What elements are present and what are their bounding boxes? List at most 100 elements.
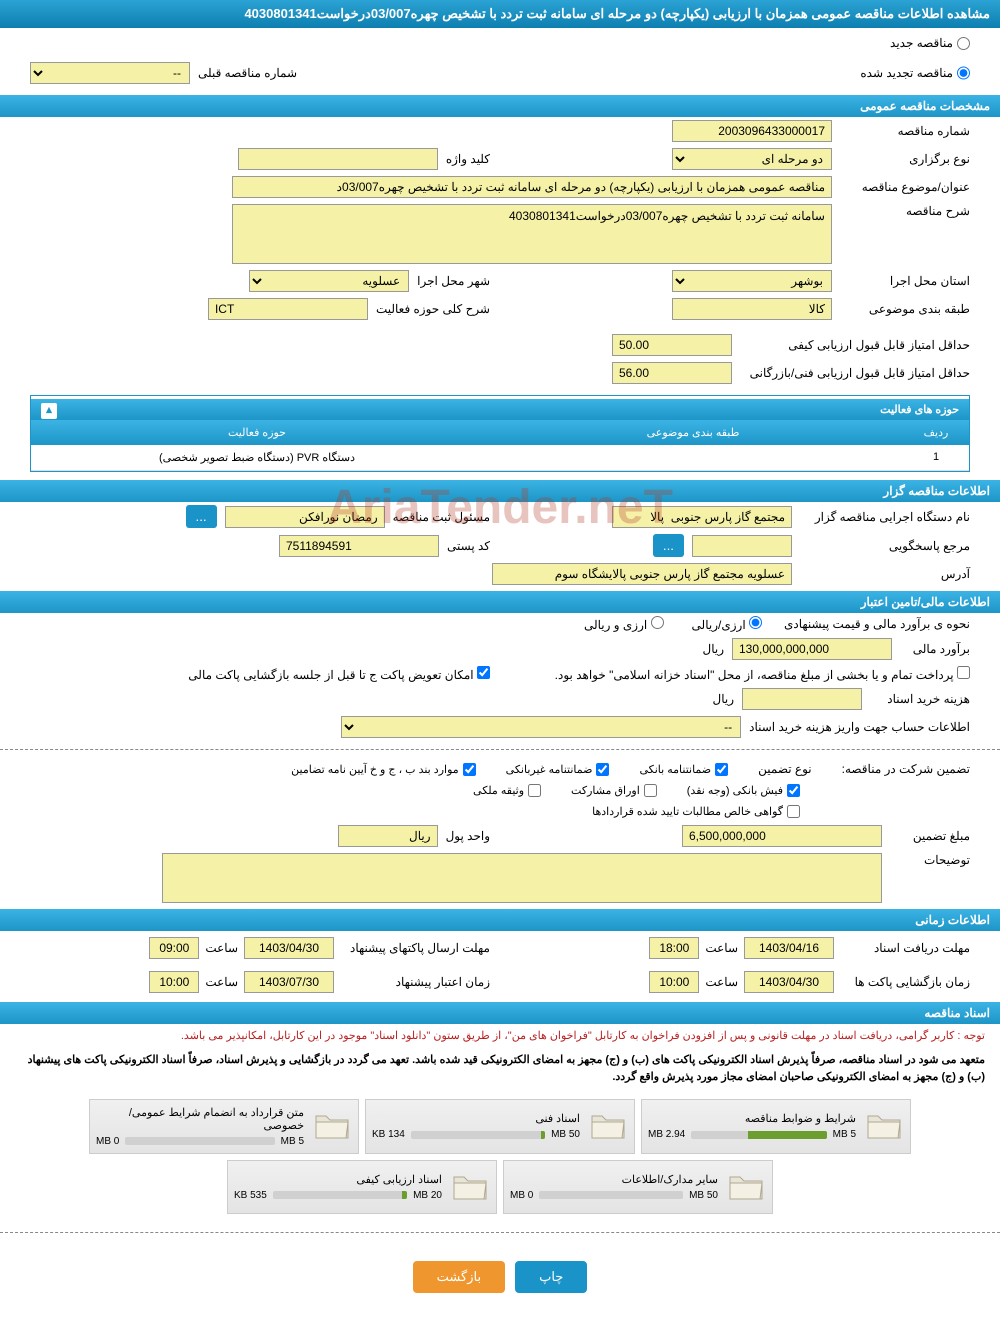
province-label: استان محل اجرا [840,274,970,288]
bid-deadline-date[interactable]: 1403/04/30 [244,937,334,959]
packet-swap-checkbox[interactable] [477,666,490,679]
document-card[interactable]: متن قرارداد به انضمام شرایط عمومی/خصوصی5… [89,1099,359,1154]
bank-receipt-checkbox[interactable] [787,784,800,797]
province-select[interactable]: بوشهر [672,270,832,292]
min-quality-label: حداقل امتیاز قابل قبول ارزیابی کیفی [740,338,970,352]
doc-max: 5 MB [833,1129,856,1140]
property-checkbox[interactable] [528,784,541,797]
bonds-checkbox[interactable] [644,784,657,797]
description-label: شرح مناقصه [840,204,970,218]
description-textarea[interactable]: سامانه ثبت تردد با تشخیص چهره03/007درخوا… [232,204,832,264]
currency-mix-radio[interactable]: ارزی و ریالی [584,616,664,632]
currency-rial-radio[interactable]: ارزی/ریالی [692,616,762,632]
exec-org-input[interactable] [612,506,792,528]
bid-deadline-label: مهلت ارسال پاکتهای پیشنهاد [340,941,490,955]
keyword-input[interactable] [238,148,438,170]
responder-input[interactable] [692,535,792,557]
approved-claims-check[interactable]: گواهی خالص مطالبات تایید شده قراردادها [592,805,800,818]
rial-label: ریال [702,642,724,656]
regulations-checkbox[interactable] [463,763,476,776]
radio-renewed-tender[interactable]: مناقصه تجدید شده [860,66,970,80]
payment-note-check[interactable]: پرداخت تمام و یا بخشی از مبلغ مناقصه، از… [555,666,970,682]
payment-note-checkbox[interactable] [957,666,970,679]
validity-date[interactable]: 1403/07/30 [244,971,334,993]
responder-more-button[interactable]: ... [653,534,684,557]
opening-time[interactable]: 10:00 [649,971,699,993]
page-title: مشاهده اطلاعات مناقصه عمومی همزمان با ار… [0,0,1000,28]
opening-label: زمان بازگشایی پاکت ها [840,975,970,989]
rial-label-2: ریال [712,692,734,706]
bank-guarantee-check[interactable]: ضمانتنامه بانکی [639,762,728,776]
document-card[interactable]: سایر مدارک/اطلاعات50 MB0 MB [503,1160,773,1214]
time-label-2: ساعت [205,941,238,955]
document-card[interactable]: اسناد فنی50 MB134 KB [365,1099,635,1154]
address-label: آدرس [800,567,970,581]
bonds-label: اوراق مشارکت [571,784,640,797]
radio-new-tender[interactable]: مناقصه جدید [890,36,970,50]
packet-swap-check[interactable]: امکان تعویض پاکت ج تا قبل از جلسه بازگشا… [188,666,490,682]
more-button[interactable]: ... [186,505,217,528]
radio-new-input[interactable] [957,37,970,50]
currency-mix-input[interactable] [651,616,664,629]
guarantee-amount-input[interactable] [682,825,882,847]
property-check[interactable]: وثیقه ملکی [473,784,541,797]
progress-bar [273,1191,407,1199]
nonbank-guarantee-check[interactable]: ضمانتنامه غیربانکی [506,762,610,776]
progress-bar [411,1131,545,1139]
activity-desc-input[interactable] [208,298,368,320]
nonbank-guarantee-label: ضمانتنامه غیربانکی [506,763,593,776]
opening-date[interactable]: 1403/04/30 [744,971,834,993]
bank-receipt-check[interactable]: فیش بانکی (وجه نقد) [687,784,800,797]
postal-input[interactable] [279,535,439,557]
documents-grid: شرایط و ضوابط مناقصه5 MB2.94 MBاسناد فنی… [0,1089,1000,1224]
document-card[interactable]: اسناد ارزیابی کیفی20 MB535 KB [227,1160,497,1214]
doc-deadline-time[interactable]: 18:00 [649,937,699,959]
currency-unit-input[interactable] [338,825,438,847]
guarantee-type-label: نوع تضمین [758,762,811,776]
tender-no-input[interactable] [672,120,832,142]
account-select[interactable]: -- [341,716,741,738]
doc-fee-input[interactable] [742,688,862,710]
doc-size: 134 KB [372,1129,405,1140]
collapse-icon[interactable]: ▴ [41,403,57,419]
reg-officer-input[interactable] [225,506,385,528]
regulations-check[interactable]: موارد بند ب ، ج و خ آیین نامه تضامین [291,762,475,776]
prev-number-select[interactable]: -- [30,62,190,84]
notes-textarea[interactable] [162,853,882,903]
doc-deadline-date[interactable]: 1403/04/16 [744,937,834,959]
min-quality-input[interactable] [612,334,732,356]
radio-renewed-input[interactable] [957,66,970,80]
account-label: اطلاعات حساب جهت واریز هزینه خرید اسناد [749,720,970,734]
print-button[interactable]: چاپ [515,1261,587,1293]
table-header-row: ردیف طبقه بندی موضوعی حوزه فعالیت [31,420,969,445]
city-select[interactable]: عسلویه [249,270,409,292]
approved-claims-label: گواهی خالص مطالبات تایید شده قراردادها [592,805,783,818]
doc-max: 5 MB [281,1136,304,1147]
approved-claims-checkbox[interactable] [787,805,800,818]
bid-deadline-time[interactable]: 09:00 [149,937,199,959]
section-documents: اسناد مناقصه [0,1002,1000,1024]
button-row: چاپ بازگشت [0,1241,1000,1313]
category-input[interactable] [672,298,832,320]
validity-time[interactable]: 10:00 [149,971,199,993]
address-input[interactable] [492,563,792,585]
back-button[interactable]: بازگشت [413,1261,505,1293]
min-tech-input[interactable] [612,362,732,384]
nonbank-guarantee-checkbox[interactable] [596,763,609,776]
radio-new-label: مناقصه جدید [890,36,953,50]
bonds-check[interactable]: اوراق مشارکت [571,784,657,797]
folder-icon [450,1167,490,1207]
currency-rial-input[interactable] [749,616,762,629]
document-card[interactable]: شرایط و ضوابط مناقصه5 MB2.94 MB [641,1099,911,1154]
progress-bar [691,1131,826,1139]
subject-input[interactable] [232,176,832,198]
estimate-amount-input[interactable] [732,638,892,660]
activity-desc-label: شرح کلی حوزه فعالیت [376,302,490,316]
postal-label: کد پستی [447,539,490,553]
participation-label: تضمین شرکت در مناقصه: [842,762,970,776]
doc-title: شرایط و ضوابط مناقصه [648,1112,856,1125]
bank-guarantee-checkbox[interactable] [715,763,728,776]
holding-type-select[interactable]: دو مرحله ای [672,148,832,170]
doc-max: 20 MB [413,1190,442,1201]
doc-deadline-label: مهلت دریافت اسناد [840,941,970,955]
